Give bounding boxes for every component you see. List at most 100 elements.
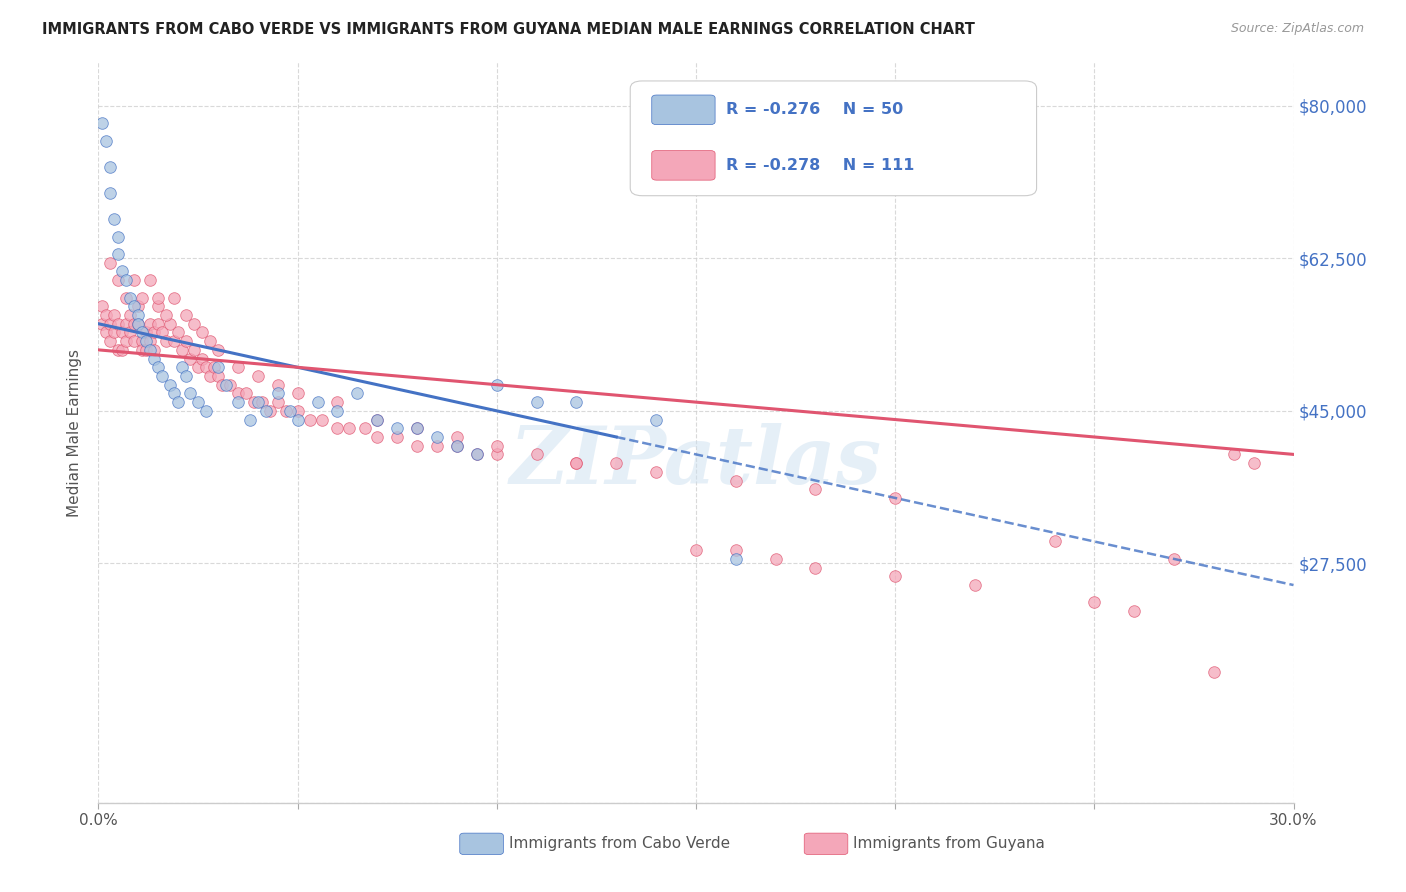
Point xyxy=(259,404,281,418)
Point xyxy=(187,360,209,375)
Text: R = -0.278    N = 111: R = -0.278 N = 111 xyxy=(725,158,914,173)
Point xyxy=(287,404,309,418)
Point xyxy=(645,412,668,426)
Point xyxy=(565,456,588,470)
Point xyxy=(103,326,125,340)
Point xyxy=(163,291,186,305)
Text: R = -0.276    N = 50: R = -0.276 N = 50 xyxy=(725,103,903,118)
Point xyxy=(174,334,197,348)
FancyBboxPatch shape xyxy=(652,95,716,125)
Point xyxy=(159,317,181,331)
Point xyxy=(172,343,194,357)
Point xyxy=(148,291,170,305)
Point xyxy=(143,326,166,340)
Point xyxy=(326,404,349,418)
Point xyxy=(96,326,118,340)
Point xyxy=(96,308,118,322)
Point xyxy=(526,447,548,461)
Point xyxy=(287,412,309,426)
Point xyxy=(254,404,277,418)
Point xyxy=(1043,534,1066,549)
Point xyxy=(174,308,197,322)
Point xyxy=(135,326,157,340)
Point xyxy=(207,360,229,375)
Point xyxy=(1202,665,1225,680)
Point xyxy=(191,326,214,340)
Point xyxy=(406,439,429,453)
Point xyxy=(198,369,221,384)
Point xyxy=(127,299,149,313)
Point xyxy=(127,317,149,331)
Point xyxy=(406,421,429,435)
FancyBboxPatch shape xyxy=(630,81,1036,195)
Point xyxy=(107,229,129,244)
Point xyxy=(267,395,290,409)
Point xyxy=(1223,447,1246,461)
Point xyxy=(98,317,122,331)
Point xyxy=(163,386,186,401)
Point xyxy=(246,395,269,409)
Point xyxy=(111,326,134,340)
Point xyxy=(139,334,162,348)
Point xyxy=(103,212,125,227)
Point xyxy=(426,430,449,444)
Point xyxy=(135,343,157,357)
Point xyxy=(124,299,146,313)
FancyBboxPatch shape xyxy=(652,151,716,180)
Point xyxy=(183,343,205,357)
Point xyxy=(139,343,162,357)
Point xyxy=(226,386,249,401)
Point xyxy=(526,395,548,409)
Point xyxy=(159,377,181,392)
Point xyxy=(250,395,273,409)
Point xyxy=(1083,595,1105,609)
Point xyxy=(131,326,153,340)
Point xyxy=(155,308,177,322)
Point xyxy=(107,247,129,261)
Point xyxy=(485,447,508,461)
Point xyxy=(124,334,146,348)
Point xyxy=(155,334,177,348)
Point xyxy=(148,360,170,375)
Point xyxy=(346,386,368,401)
Point xyxy=(311,412,333,426)
Point xyxy=(246,369,269,384)
Point xyxy=(207,369,229,384)
Point xyxy=(1163,552,1185,566)
Point xyxy=(131,334,153,348)
Point xyxy=(167,395,190,409)
Point xyxy=(326,421,349,435)
Point xyxy=(150,326,173,340)
Point xyxy=(131,291,153,305)
Point xyxy=(124,317,146,331)
Point xyxy=(287,386,309,401)
Point xyxy=(406,421,429,435)
Point xyxy=(884,569,907,583)
Point xyxy=(724,543,747,558)
Y-axis label: Median Male Earnings: Median Male Earnings xyxy=(67,349,83,516)
Point xyxy=(339,421,361,435)
Point xyxy=(1123,604,1146,618)
Point xyxy=(127,308,149,322)
Point xyxy=(884,491,907,505)
Point xyxy=(191,351,214,366)
Point xyxy=(98,256,122,270)
Point xyxy=(685,543,707,558)
Point xyxy=(174,369,197,384)
Point xyxy=(724,474,747,488)
Point xyxy=(235,386,257,401)
Point xyxy=(150,369,173,384)
Point xyxy=(195,360,218,375)
Point xyxy=(103,308,125,322)
Point xyxy=(139,273,162,287)
Point xyxy=(107,343,129,357)
Point xyxy=(307,395,329,409)
Point xyxy=(111,264,134,278)
Point xyxy=(143,343,166,357)
Text: IMMIGRANTS FROM CABO VERDE VS IMMIGRANTS FROM GUYANA MEDIAN MALE EARNINGS CORREL: IMMIGRANTS FROM CABO VERDE VS IMMIGRANTS… xyxy=(42,22,974,37)
Point xyxy=(198,334,221,348)
Point xyxy=(120,308,142,322)
Point xyxy=(107,273,129,287)
Point xyxy=(354,421,377,435)
Point xyxy=(963,578,986,592)
